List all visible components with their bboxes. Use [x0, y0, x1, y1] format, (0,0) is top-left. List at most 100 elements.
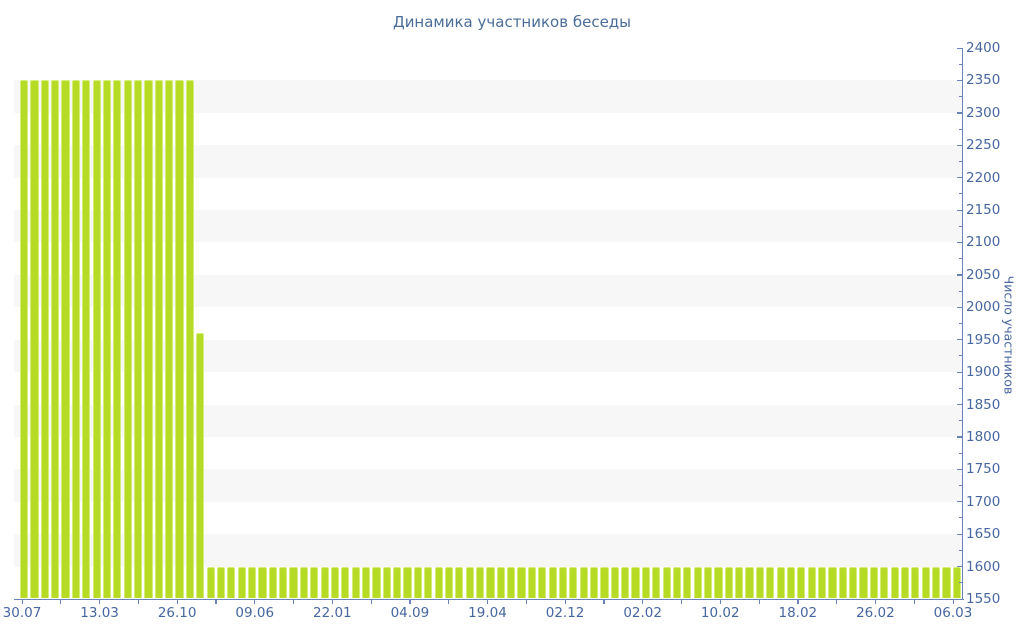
bar[interactable] — [880, 566, 889, 598]
bar[interactable] — [942, 566, 951, 598]
bar[interactable] — [724, 566, 733, 598]
bar[interactable] — [662, 566, 671, 598]
y-tick-minor — [958, 323, 962, 324]
bar[interactable] — [424, 566, 433, 598]
bar[interactable] — [465, 566, 474, 598]
bar[interactable] — [672, 566, 682, 598]
y-tick-major — [956, 241, 962, 244]
bar[interactable] — [641, 566, 651, 598]
bar[interactable] — [704, 566, 713, 598]
bar[interactable] — [71, 80, 80, 598]
bar[interactable] — [310, 566, 319, 598]
bar[interactable] — [185, 80, 194, 598]
bar[interactable] — [527, 566, 537, 598]
bar[interactable] — [330, 566, 340, 598]
y-tick-major — [956, 339, 962, 341]
bar[interactable] — [123, 80, 132, 598]
bar[interactable] — [755, 566, 765, 598]
bar[interactable] — [144, 80, 153, 598]
bar[interactable] — [900, 566, 910, 598]
bar[interactable] — [134, 80, 143, 598]
bar[interactable] — [921, 566, 930, 598]
bar[interactable] — [92, 80, 101, 598]
bar[interactable] — [216, 566, 226, 598]
bar[interactable] — [745, 566, 754, 598]
bar[interactable] — [102, 80, 112, 598]
bar[interactable] — [776, 566, 785, 598]
bar[interactable] — [838, 566, 847, 598]
bar[interactable] — [196, 333, 205, 598]
bar[interactable] — [911, 566, 920, 598]
bar[interactable] — [227, 566, 236, 598]
bar[interactable] — [693, 566, 702, 598]
bar[interactable] — [268, 566, 277, 598]
bar[interactable] — [258, 566, 267, 598]
bar[interactable] — [890, 566, 899, 598]
bar[interactable] — [413, 566, 423, 598]
bar[interactable] — [600, 566, 609, 598]
bar[interactable] — [30, 80, 39, 598]
bar[interactable] — [849, 566, 858, 598]
bar[interactable] — [766, 566, 775, 598]
bar[interactable] — [590, 566, 599, 598]
x-tick-minor — [525, 600, 527, 604]
bar[interactable] — [538, 566, 547, 598]
bar[interactable] — [82, 80, 91, 598]
bar[interactable] — [932, 566, 941, 598]
bar[interactable] — [237, 566, 246, 598]
bar[interactable] — [786, 566, 796, 598]
y-tick-major — [956, 598, 962, 600]
bar[interactable] — [652, 566, 661, 598]
bar[interactable] — [175, 80, 184, 598]
bar[interactable] — [818, 566, 827, 598]
bar[interactable] — [299, 566, 308, 598]
bar[interactable] — [828, 566, 837, 598]
bar[interactable] — [486, 566, 495, 598]
bar[interactable] — [393, 566, 402, 598]
bar[interactable] — [558, 566, 568, 598]
bar[interactable] — [735, 566, 744, 598]
bar[interactable] — [631, 566, 640, 598]
bar[interactable] — [869, 566, 879, 598]
bar[interactable] — [714, 566, 723, 598]
bar[interactable] — [548, 566, 557, 598]
bar[interactable] — [51, 80, 60, 598]
bar[interactable] — [476, 566, 485, 598]
bar[interactable] — [579, 566, 588, 598]
bar[interactable] — [20, 80, 29, 598]
bar[interactable] — [320, 566, 329, 598]
bar[interactable] — [206, 566, 215, 598]
bar[interactable] — [154, 80, 163, 598]
bar[interactable] — [61, 80, 70, 598]
bar[interactable] — [507, 566, 516, 598]
bar[interactable] — [610, 566, 619, 598]
x-tick-label: 13.03 — [80, 605, 119, 621]
x-tick-label: 18.02 — [778, 605, 818, 621]
bar[interactable] — [372, 566, 381, 598]
bar[interactable] — [113, 80, 122, 598]
bar[interactable] — [621, 566, 630, 598]
bar[interactable] — [444, 566, 454, 598]
bar[interactable] — [807, 566, 816, 598]
bar[interactable] — [351, 566, 360, 598]
bar[interactable] — [569, 566, 578, 598]
bar[interactable] — [683, 566, 692, 598]
bar[interactable] — [496, 566, 505, 598]
y-axis-line — [961, 48, 963, 600]
bar[interactable] — [403, 566, 412, 598]
x-tick-minor — [913, 600, 915, 604]
x-tick-label: 26.02 — [856, 605, 895, 621]
bar[interactable] — [434, 566, 443, 598]
bar[interactable] — [797, 566, 806, 598]
bar[interactable] — [40, 80, 49, 598]
bar[interactable] — [382, 566, 391, 598]
bar[interactable] — [341, 566, 350, 598]
bar[interactable] — [362, 566, 371, 598]
bar[interactable] — [165, 80, 174, 598]
bar[interactable] — [279, 566, 288, 598]
bar[interactable] — [289, 566, 298, 598]
bar[interactable] — [859, 566, 868, 598]
bar[interactable] — [455, 566, 464, 598]
bar[interactable] — [517, 566, 526, 598]
bar[interactable] — [248, 566, 257, 598]
